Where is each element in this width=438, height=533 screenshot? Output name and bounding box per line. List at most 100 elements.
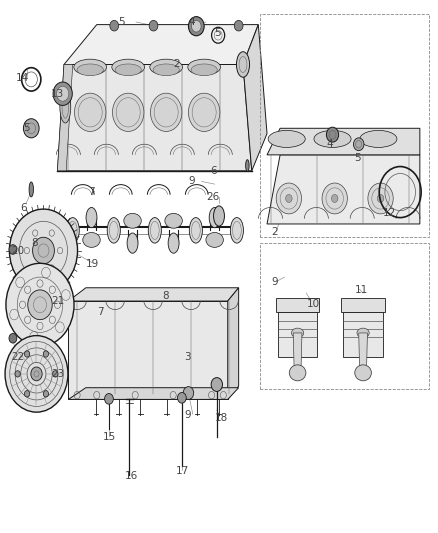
Ellipse shape (377, 195, 384, 203)
Polygon shape (278, 312, 317, 357)
Text: 21: 21 (51, 296, 64, 306)
Text: 20: 20 (12, 246, 25, 255)
Circle shape (5, 336, 68, 412)
Text: 6: 6 (20, 203, 27, 213)
Ellipse shape (276, 183, 301, 214)
Circle shape (177, 392, 186, 403)
Ellipse shape (289, 365, 306, 381)
Text: 19: 19 (86, 259, 99, 269)
Text: 3: 3 (184, 352, 191, 362)
Text: 14: 14 (16, 73, 29, 83)
Circle shape (211, 377, 223, 391)
Ellipse shape (360, 131, 397, 148)
Ellipse shape (230, 217, 244, 243)
Polygon shape (341, 298, 385, 312)
Circle shape (326, 127, 339, 142)
Circle shape (105, 393, 113, 404)
Ellipse shape (83, 232, 100, 247)
Circle shape (25, 391, 30, 397)
Ellipse shape (286, 195, 292, 203)
Ellipse shape (115, 64, 141, 76)
Text: 5: 5 (215, 28, 221, 38)
Ellipse shape (314, 131, 351, 148)
Text: 4: 4 (326, 139, 332, 149)
Ellipse shape (291, 328, 304, 338)
Text: 8: 8 (31, 238, 38, 247)
Ellipse shape (153, 64, 179, 76)
Ellipse shape (127, 233, 138, 253)
Text: 7: 7 (88, 187, 95, 197)
Text: 17: 17 (175, 466, 189, 476)
Text: 2: 2 (173, 60, 180, 69)
Text: 9: 9 (272, 278, 278, 287)
Polygon shape (57, 64, 252, 171)
Ellipse shape (74, 59, 106, 75)
Ellipse shape (107, 217, 120, 243)
Circle shape (23, 119, 39, 138)
Ellipse shape (165, 213, 182, 228)
Text: 4: 4 (188, 17, 195, 27)
Polygon shape (276, 298, 319, 312)
Ellipse shape (60, 91, 71, 123)
Ellipse shape (332, 195, 338, 203)
Text: 16: 16 (125, 472, 138, 481)
Ellipse shape (355, 365, 371, 381)
Ellipse shape (368, 183, 393, 214)
Text: 22: 22 (12, 352, 25, 362)
Ellipse shape (188, 59, 220, 75)
Ellipse shape (124, 213, 141, 228)
Text: 13: 13 (51, 88, 64, 99)
Polygon shape (228, 288, 239, 399)
Ellipse shape (86, 207, 97, 228)
Ellipse shape (168, 233, 179, 253)
Text: 26: 26 (206, 192, 219, 203)
Text: 18: 18 (215, 413, 228, 423)
Circle shape (53, 82, 72, 106)
Circle shape (25, 351, 30, 357)
Ellipse shape (148, 217, 161, 243)
Ellipse shape (189, 217, 202, 243)
Polygon shape (343, 312, 383, 357)
Circle shape (57, 86, 69, 101)
Text: 9: 9 (184, 410, 191, 421)
Circle shape (9, 245, 17, 254)
Circle shape (43, 351, 49, 357)
Ellipse shape (150, 93, 182, 132)
Ellipse shape (209, 207, 220, 228)
Circle shape (188, 17, 204, 36)
Circle shape (234, 20, 243, 31)
Text: 7: 7 (97, 306, 103, 317)
Text: 15: 15 (103, 432, 117, 442)
Polygon shape (68, 301, 228, 399)
Circle shape (193, 20, 201, 31)
Circle shape (15, 370, 20, 377)
Text: 2: 2 (272, 227, 278, 237)
Ellipse shape (322, 183, 347, 214)
Ellipse shape (357, 328, 369, 338)
Ellipse shape (237, 52, 250, 77)
Text: 8: 8 (162, 290, 169, 301)
Ellipse shape (112, 59, 145, 75)
Ellipse shape (113, 93, 144, 132)
Ellipse shape (150, 59, 183, 75)
Circle shape (9, 334, 17, 343)
Ellipse shape (77, 64, 103, 76)
Circle shape (6, 263, 74, 346)
Polygon shape (64, 25, 258, 64)
Text: 5: 5 (119, 17, 125, 27)
Circle shape (191, 20, 201, 32)
Ellipse shape (66, 217, 79, 243)
Circle shape (149, 20, 158, 31)
Text: 6: 6 (210, 166, 217, 176)
Circle shape (53, 370, 58, 377)
Text: 12: 12 (383, 208, 396, 219)
Polygon shape (359, 333, 367, 368)
Circle shape (353, 138, 364, 151)
Ellipse shape (188, 93, 220, 132)
Ellipse shape (246, 160, 249, 171)
Ellipse shape (29, 182, 33, 197)
Polygon shape (267, 155, 420, 224)
Ellipse shape (214, 206, 224, 226)
Text: 11: 11 (354, 286, 367, 295)
Circle shape (31, 367, 42, 381)
